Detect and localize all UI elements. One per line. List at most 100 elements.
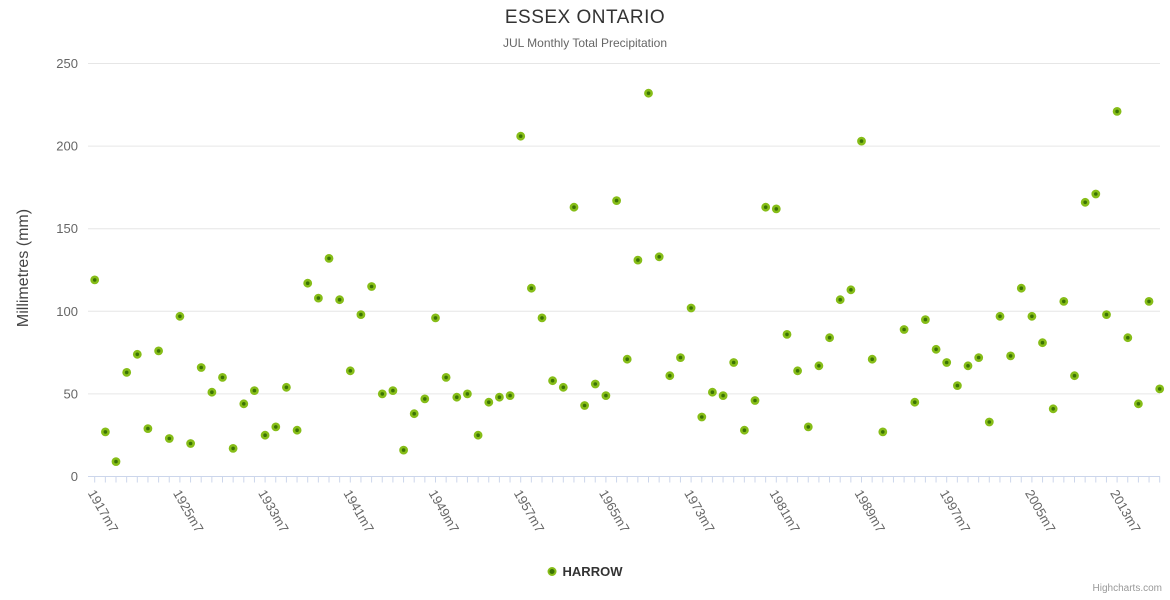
data-point[interactable]: 2010m7: 166 mm — [1080, 197, 1090, 207]
data-point[interactable]: 1938m7: 108 mm — [313, 293, 323, 303]
data-point[interactable]: 1944m7: 50 mm — [377, 389, 387, 399]
data-point[interactable]: 1973m7: 102 mm — [686, 303, 696, 313]
data-point[interactable]: 2012m7: 98 mm — [1102, 310, 1111, 319]
data-point[interactable]: 1936m7: 28 mm — [292, 425, 302, 435]
data-point[interactable]: 1996m7: 77 mm — [931, 344, 941, 354]
data-point[interactable]: 1931m7: 44 mm — [239, 399, 249, 409]
data-point[interactable]: 1971m7: 61 mm — [665, 371, 675, 381]
data-point[interactable]: 1951m7: 48 mm — [452, 392, 462, 402]
data-point[interactable]: 1960m7: 58 mm — [548, 376, 557, 386]
data-point[interactable]: 1984m7: 30 mm — [803, 422, 813, 432]
data-point[interactable]: 1926m7: 20 mm — [186, 439, 195, 448]
data-point[interactable]: 1963m7: 43 mm — [580, 401, 589, 410]
data-point[interactable]: 2001m7: 33 mm — [984, 417, 994, 427]
data-point[interactable]: 1952m7: 50 mm — [462, 389, 472, 399]
data-point[interactable]: 2014m7: 84 mm — [1123, 333, 1133, 343]
data-point[interactable]: 1987m7: 107 mm — [835, 295, 845, 305]
data-point[interactable]: 1999m7: 67 mm — [963, 361, 973, 371]
data-point[interactable]: 1933m7: 25 mm — [260, 430, 270, 440]
data-point[interactable]: 1978m7: 28 mm — [740, 425, 749, 435]
data-point[interactable]: 1985m7: 67 mm — [814, 361, 824, 371]
data-point[interactable]: 2011m7: 171 mm — [1091, 189, 1101, 199]
data-point[interactable]: 1989m7: 203 mm — [857, 136, 866, 146]
data-point[interactable]: 1949m7: 96 mm — [431, 313, 440, 323]
data-point[interactable]: 2006m7: 81 mm — [1038, 338, 1047, 348]
data-point[interactable]: 1930m7: 17 mm — [228, 443, 238, 453]
data-point[interactable]: 1998m7: 55 mm — [953, 381, 962, 390]
data-point[interactable]: 1935m7: 54 mm — [281, 382, 291, 392]
data-point[interactable]: 2009m7: 61 mm — [1070, 371, 1079, 381]
data-point[interactable]: 1942m7: 98 mm — [356, 310, 366, 319]
data-point[interactable]: 1995m7: 95 mm — [921, 315, 930, 324]
data-point[interactable]: 1958m7: 114 mm — [527, 283, 536, 293]
data-point[interactable]: 1946m7: 16 mm — [399, 445, 408, 455]
data-point[interactable]: 1968m7: 131 mm — [633, 255, 643, 265]
data-point[interactable]: 1980m7: 163 mm — [761, 202, 771, 212]
data-point[interactable]: 2002m7: 97 mm — [995, 311, 1005, 321]
data-point[interactable]: 1982m7: 86 mm — [782, 329, 792, 339]
data-point[interactable]: 1934m7: 30 mm — [271, 422, 281, 432]
data-point[interactable]: 1921m7: 74 mm — [132, 349, 142, 359]
data-point[interactable]: 1962m7: 163 mm — [569, 202, 579, 212]
data-point[interactable]: 2004m7: 114 mm — [1016, 283, 1026, 293]
highcharts-credits-link[interactable]: Highcharts.com — [1092, 583, 1162, 594]
data-point[interactable]: 1994m7: 45 mm — [910, 397, 920, 407]
data-point[interactable]: 1937m7: 117 mm — [303, 278, 313, 288]
data-point[interactable]: 1929m7: 60 mm — [218, 372, 227, 382]
data-point[interactable]: 2003m7: 73 mm — [1006, 351, 1015, 361]
data-point[interactable]: 2000m7: 72 mm — [974, 353, 984, 362]
data-point[interactable]: 2007m7: 41 mm — [1048, 404, 1058, 414]
data-point[interactable]: 2005m7: 97 mm — [1027, 311, 1037, 321]
data-point[interactable]: 1920m7: 63 mm — [122, 367, 132, 377]
data-point[interactable]: 1966m7: 167 mm — [612, 196, 621, 205]
data-point[interactable]: 1955m7: 48 mm — [494, 392, 504, 402]
data-point[interactable]: 2008m7: 106 mm — [1059, 296, 1069, 306]
data-point[interactable]: 1940m7: 107 mm — [335, 295, 344, 305]
data-point[interactable]: 1918m7: 27 mm — [101, 427, 110, 437]
data-point[interactable]: 1927m7: 66 mm — [196, 363, 206, 372]
data-point[interactable]: 1988m7: 113 mm — [846, 285, 856, 295]
data-point[interactable]: 1997m7: 69 mm — [942, 358, 952, 367]
data-point[interactable]: 1925m7: 97 mm — [175, 311, 185, 321]
data-point[interactable]: 1932m7: 52 mm — [249, 386, 259, 395]
data-point[interactable]: 1956m7: 49 mm — [505, 391, 515, 400]
data-point[interactable]: 1981m7: 162 mm — [771, 204, 781, 214]
data-point[interactable]: 1990m7: 71 mm — [867, 354, 877, 364]
data-point[interactable]: 1950m7: 60 mm — [441, 372, 451, 382]
data-point[interactable]: 1964m7: 56 mm — [590, 379, 600, 389]
data-point[interactable]: 1970m7: 133 mm — [654, 252, 664, 262]
data-point[interactable]: 1959m7: 96 mm — [537, 313, 547, 323]
data-point[interactable]: 1972m7: 72 mm — [676, 353, 685, 362]
data-point[interactable]: 2015m7: 44 mm — [1134, 399, 1143, 409]
data-point[interactable]: 2017m7: 53 mm — [1155, 384, 1165, 394]
data-point[interactable]: 1974m7: 36 mm — [697, 412, 707, 422]
legend-item-harrow[interactable]: HARROW — [547, 564, 622, 579]
data-point[interactable]: 1924m7: 23 mm — [164, 434, 174, 443]
data-point[interactable]: 1986m7: 84 mm — [825, 333, 834, 343]
data-point[interactable]: 1957m7: 206 mm — [516, 131, 526, 141]
data-point[interactable]: 2016m7: 106 mm — [1144, 296, 1154, 306]
data-point[interactable]: 1941m7: 64 mm — [345, 366, 355, 376]
data-point[interactable]: 1965m7: 49 mm — [601, 391, 611, 400]
data-point[interactable]: 1967m7: 71 mm — [622, 354, 632, 364]
data-point[interactable]: 1975m7: 51 mm — [708, 387, 717, 397]
data-point[interactable]: 1983m7: 64 mm — [793, 366, 802, 376]
data-point[interactable]: 1945m7: 52 mm — [388, 386, 398, 395]
data-point[interactable]: 1922m7: 29 mm — [143, 424, 153, 433]
data-point[interactable]: 1948m7: 47 mm — [420, 394, 430, 404]
data-point[interactable]: 1991m7: 27 mm — [878, 427, 888, 437]
data-point[interactable]: 1947m7: 38 mm — [409, 409, 419, 419]
data-point[interactable]: 1969m7: 232 mm — [644, 88, 653, 98]
data-point[interactable]: 1993m7: 89 mm — [899, 325, 909, 334]
data-point[interactable]: 2013m7: 221 mm — [1112, 107, 1122, 116]
data-point[interactable]: 1976m7: 49 mm — [718, 391, 728, 400]
data-point[interactable]: 1961m7: 54 mm — [558, 382, 568, 392]
data-point[interactable]: 1953m7: 25 mm — [473, 430, 483, 440]
data-point[interactable]: 1939m7: 132 mm — [324, 253, 334, 263]
data-point[interactable]: 1928m7: 51 mm — [207, 387, 217, 397]
data-point[interactable]: 1917m7: 119 mm — [90, 275, 100, 285]
data-point[interactable]: 1979m7: 46 mm — [750, 396, 760, 405]
data-point[interactable]: 1923m7: 76 mm — [154, 346, 163, 356]
data-point[interactable]: 1919m7: 9 mm — [111, 457, 121, 466]
data-point[interactable]: 1954m7: 45 mm — [484, 397, 494, 407]
